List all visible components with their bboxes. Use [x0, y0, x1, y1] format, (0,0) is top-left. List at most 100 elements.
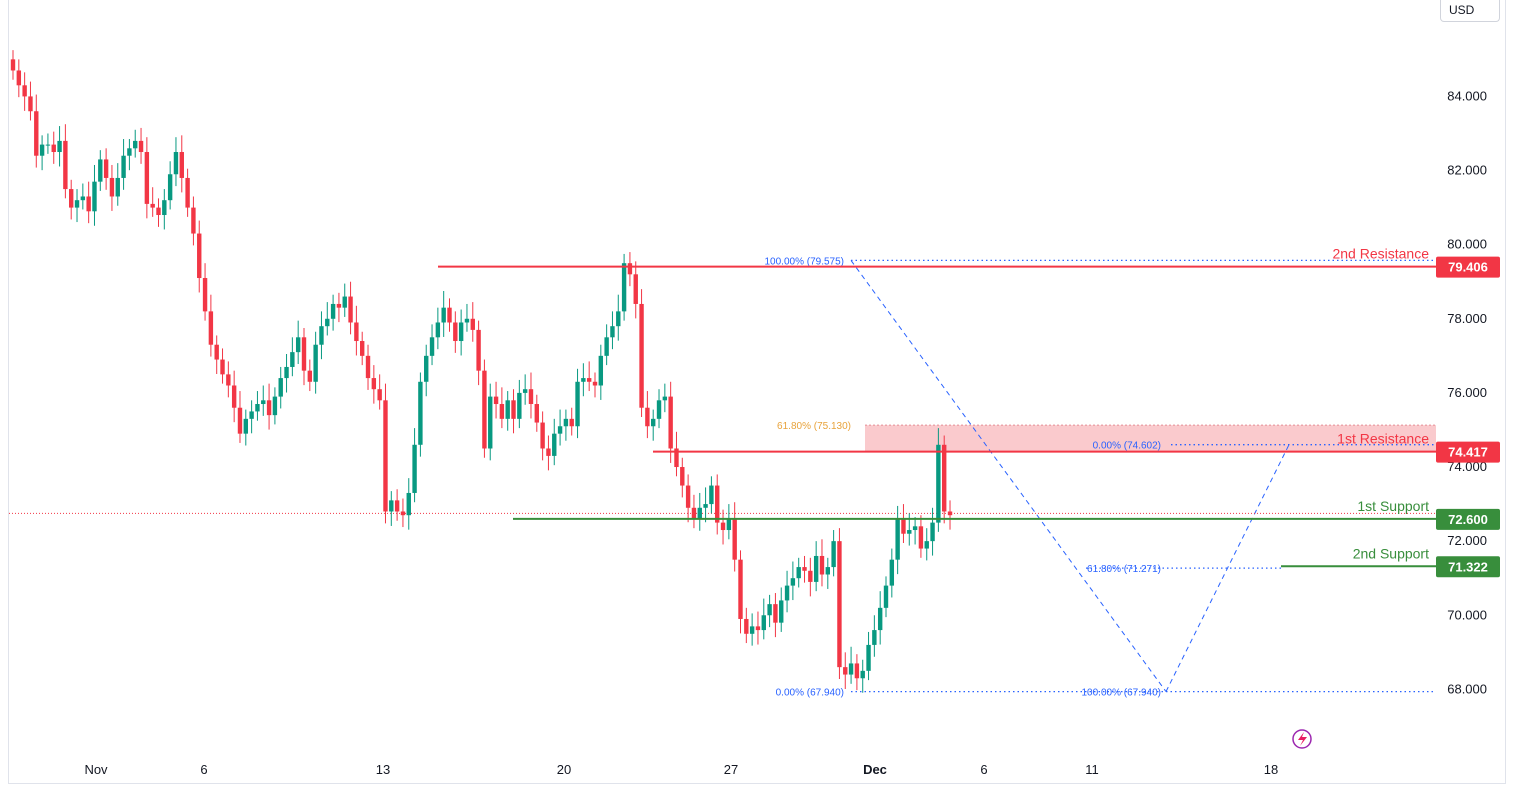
- candle-body: [45, 144, 51, 146]
- candle-body: [371, 378, 377, 390]
- candle-body: [796, 567, 801, 579]
- candle-body: [237, 407, 243, 434]
- support-resistance-levels: 2nd Resistance 79.406 1st Resistance 74.417…: [438, 246, 1500, 578]
- candle-body: [354, 322, 359, 342]
- candle-body: [63, 140, 68, 190]
- price-label-bg: [1436, 508, 1500, 530]
- y-tick-label: 70.000: [1447, 607, 1487, 622]
- candle-body: [127, 148, 132, 156]
- candle-body: [69, 189, 74, 208]
- candle-body: [57, 140, 62, 153]
- candle-body: [103, 159, 109, 178]
- candle-body: [348, 296, 353, 323]
- candle-body: [284, 366, 289, 379]
- candle-body: [854, 663, 860, 679]
- candle-body: [325, 318, 330, 327]
- x-tick-label: 27: [724, 762, 738, 777]
- candle-body: [39, 144, 45, 156]
- candle-body: [546, 448, 551, 456]
- y-axis-ticks: 84.000 82.000 80.000 78.000 76.000 74.000 72.0…: [1447, 88, 1487, 696]
- candle-body: [563, 418, 569, 427]
- candle-body: [586, 378, 592, 382]
- candle-body: [412, 444, 417, 493]
- candle-body: [389, 500, 394, 512]
- candle-body: [511, 400, 516, 419]
- candle-body: [662, 396, 668, 401]
- candle-body: [435, 322, 441, 338]
- lightning-bolt: [1298, 732, 1307, 746]
- candlestick-chart[interactable]: 84.000 82.000 80.000 78.000 76.000 74.000 72.0…: [9, 0, 1507, 784]
- level-name: 2nd Resistance: [1332, 246, 1429, 262]
- candle-body: [476, 329, 481, 371]
- fib-label: 61.80% (75.130): [777, 421, 851, 432]
- candle-body: [98, 159, 103, 182]
- candle-body: [639, 303, 644, 408]
- candle-body: [336, 303, 342, 308]
- candle-body: [429, 337, 435, 356]
- x-tick-label: 18: [1264, 762, 1278, 777]
- candle-body: [749, 626, 755, 634]
- level-name: 2nd Support: [1353, 545, 1429, 561]
- candle-body: [493, 396, 499, 405]
- candle-body: [266, 400, 272, 416]
- candle-body: [697, 507, 702, 519]
- candle-body: [598, 355, 604, 386]
- y-tick-label: 74.000: [1447, 459, 1487, 474]
- level-name: 1st Resistance: [1337, 431, 1429, 447]
- fib-trend-line: [850, 260, 1167, 692]
- candle-body: [522, 389, 528, 393]
- candle-body: [936, 444, 941, 523]
- x-tick-label: Nov: [84, 762, 108, 777]
- candle-body: [34, 111, 39, 156]
- candle-body: [16, 70, 22, 86]
- candle-body: [685, 485, 691, 508]
- y-tick-label: 76.000: [1447, 385, 1487, 400]
- candle-body: [249, 411, 254, 419]
- candles: [10, 50, 953, 693]
- candle-body: [179, 152, 184, 178]
- y-tick-label: 82.000: [1447, 163, 1487, 178]
- candle-body: [645, 407, 650, 427]
- resistance-zone: [865, 424, 1436, 452]
- candle-body: [418, 381, 423, 445]
- candle-body: [470, 318, 475, 330]
- candle-body: [133, 140, 138, 149]
- chart-frame: 84.000 82.000 80.000 78.000 76.000 74.000 72.0…: [8, 0, 1506, 784]
- candle-body: [942, 444, 947, 512]
- candle-body: [464, 318, 470, 323]
- price-label: 72.600: [1448, 512, 1488, 527]
- candle-body: [633, 274, 638, 304]
- candle-body: [208, 311, 214, 345]
- candle-body: [261, 400, 266, 405]
- candle-body: [109, 177, 115, 197]
- candle-body: [28, 96, 33, 112]
- candle-body: [342, 296, 347, 308]
- candle-body: [848, 663, 854, 675]
- candle-body: [377, 389, 382, 401]
- candle-body: [557, 426, 563, 434]
- candle-body: [889, 559, 895, 586]
- candle-body: [592, 381, 598, 386]
- candle-body: [819, 555, 825, 575]
- tradingview-logo-icon[interactable]: [1292, 729, 1312, 749]
- candle-body: [912, 526, 918, 531]
- candle-body: [528, 389, 534, 405]
- x-axis-ticks: Nov 6 13 20 27 Dec 6 11 18: [84, 762, 1278, 777]
- candle-body: [202, 278, 208, 312]
- candle-body: [290, 352, 295, 367]
- fib-label: 100.00% (67.940): [1081, 688, 1161, 699]
- candle-body: [10, 59, 16, 71]
- currency-badge[interactable]: USD: [1440, 0, 1500, 22]
- candle-body: [144, 152, 150, 204]
- price-label-bg: [1436, 256, 1500, 278]
- candle-body: [360, 341, 365, 356]
- candle-body: [272, 396, 278, 416]
- candle-body: [319, 326, 324, 345]
- candle-body: [569, 418, 574, 427]
- candle-body: [447, 307, 452, 323]
- candle-body: [784, 585, 790, 601]
- candle-body: [138, 140, 144, 153]
- x-tick-label: 11: [1085, 762, 1099, 777]
- x-tick-label: 6: [200, 762, 207, 777]
- candle-body: [895, 518, 900, 560]
